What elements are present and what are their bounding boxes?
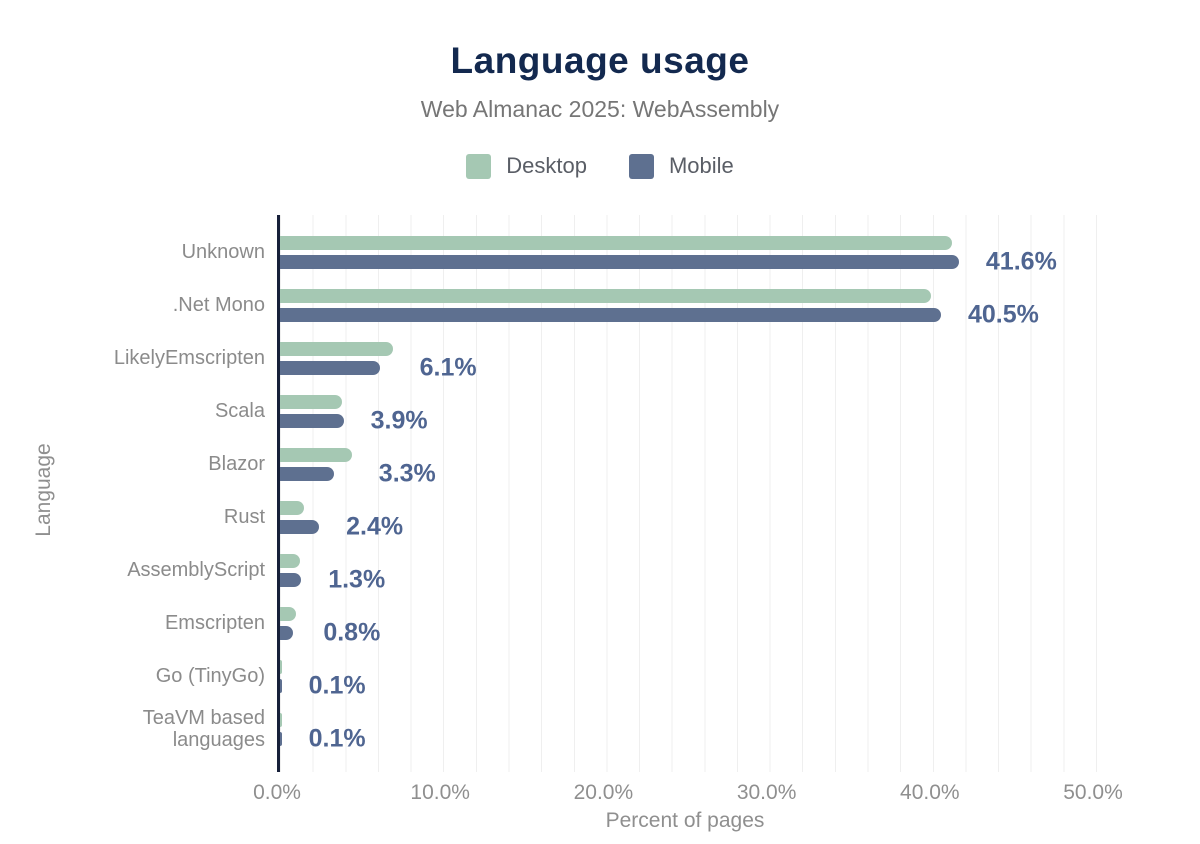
chart-row: 0.1% [280, 703, 1157, 756]
mobile-bar-0[interactable] [280, 254, 959, 269]
mobile-bar-9[interactable] [280, 731, 282, 746]
chart-row: 3.3% [280, 438, 1157, 491]
desktop-bar-9[interactable] [280, 712, 282, 727]
legend-label-mobile: Mobile [668, 153, 734, 178]
value-label: 3.9% [370, 406, 428, 434]
mobile-swatch-icon [628, 153, 654, 179]
desktop-bar-4[interactable] [280, 447, 352, 462]
mobile-bar-3[interactable] [280, 413, 344, 428]
mobile-bar-5[interactable] [280, 519, 320, 534]
category-label: AssemblyScript [127, 559, 265, 581]
value-label: 6.1% [419, 353, 477, 381]
desktop-bar-3[interactable] [280, 394, 343, 409]
chart-row: 2.4% [280, 491, 1157, 544]
value-label: 2.4% [346, 512, 404, 540]
value-label: 0.1% [308, 724, 366, 752]
x-tick-label: 20.0% [573, 781, 634, 804]
chart-row: 0.8% [280, 597, 1157, 650]
chart-row: 3.9% [280, 385, 1157, 438]
desktop-bar-6[interactable] [280, 553, 300, 568]
category-label: TeaVM based languages [142, 707, 265, 751]
mobile-bar-4[interactable] [280, 466, 334, 481]
x-tick-label: 0.0% [253, 781, 301, 804]
category-label: Emscripten [164, 612, 265, 634]
chart-row: 41.6% [280, 226, 1157, 279]
value-label: 41.6% [985, 247, 1057, 275]
value-label: 0.1% [308, 671, 366, 699]
legend: Desktop Mobile [0, 153, 1200, 179]
mobile-bar-2[interactable] [280, 360, 380, 375]
category-label: .Net Mono [172, 294, 265, 316]
x-tick-label: 10.0% [410, 781, 470, 804]
legend-item-desktop[interactable]: Desktop [466, 153, 587, 179]
chart-row: 6.1% [280, 332, 1157, 385]
chart-row: 0.1% [280, 650, 1157, 703]
x-axis-ticks: 0.0% 10.0% 20.0% 30.0% 40.0% 50.0% [253, 781, 1157, 807]
value-label: 0.8% [323, 618, 381, 646]
category-label: Unknown [181, 241, 265, 263]
desktop-bar-0[interactable] [280, 235, 953, 250]
desktop-bar-7[interactable] [280, 606, 297, 621]
chart-row: 1.3% [280, 544, 1157, 597]
plot-area: 41.6% 40.5% 6.1% 3.9% 3.3% 2.4% 1.3% 0.8% 0.1% 0.… [277, 215, 1157, 772]
y-axis-title: Language [32, 443, 55, 537]
category-label: Go (TinyGo) [155, 665, 265, 687]
legend-item-mobile[interactable]: Mobile [628, 153, 734, 179]
category-label: Rust [223, 506, 265, 528]
desktop-swatch-icon [466, 153, 492, 179]
x-axis-title: Percent of pages [605, 809, 765, 832]
desktop-bar-1[interactable] [280, 288, 932, 303]
mobile-bar-8[interactable] [280, 678, 282, 693]
value-label: 40.5% [967, 300, 1039, 328]
mobile-bar-6[interactable] [280, 572, 302, 587]
x-tick-label: 40.0% [900, 781, 960, 804]
category-label: LikelyEmscripten [113, 347, 265, 369]
x-tick-label: 50.0% [1063, 781, 1123, 804]
category-label: Blazor [208, 453, 265, 475]
x-tick-label: 30.0% [736, 781, 797, 804]
chart-row: 40.5% [280, 279, 1157, 332]
value-label: 3.3% [378, 459, 436, 487]
desktop-bar-5[interactable] [280, 500, 305, 515]
desktop-bar-2[interactable] [280, 341, 393, 356]
mobile-bar-1[interactable] [280, 307, 941, 322]
category-label: Scala [214, 400, 265, 422]
chart-subtitle: Web Almanac 2025: WebAssembly [420, 96, 780, 122]
legend-label-desktop: Desktop [506, 153, 587, 178]
desktop-bar-8[interactable] [280, 659, 282, 674]
value-label: 1.3% [328, 565, 386, 593]
category-axis: Unknown .Net Mono LikelyEmscripten Scala Bla… [85, 215, 265, 772]
mobile-bar-7[interactable] [280, 625, 294, 640]
chart-title: Language usage [450, 40, 750, 81]
